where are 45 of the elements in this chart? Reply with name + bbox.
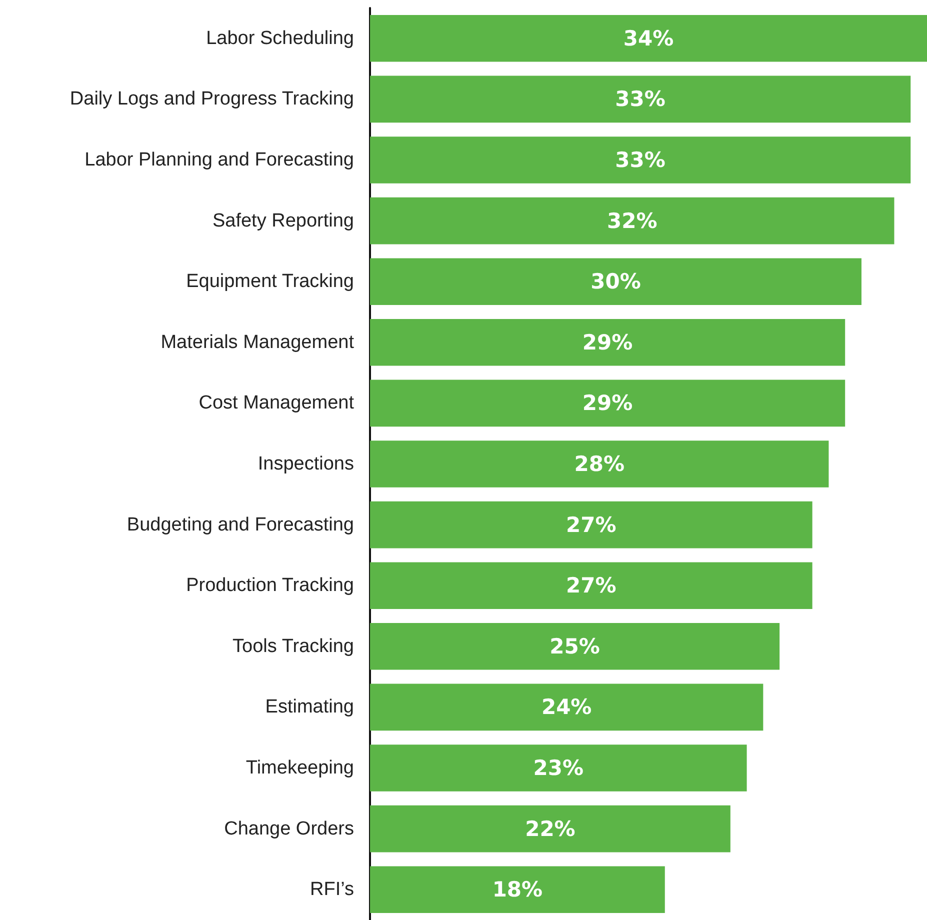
- y-tick-label: Inspections: [258, 454, 354, 474]
- bar: [370, 744, 747, 792]
- data-label: 25%: [550, 634, 600, 658]
- data-label: 24%: [541, 695, 592, 720]
- bar: [370, 318, 846, 366]
- y-tick-label: Production Tracking: [186, 575, 354, 596]
- y-tick-label: Materials Management: [160, 332, 355, 353]
- data-label: 27%: [566, 574, 616, 598]
- y-tick-label: Budgeting and Forecasting: [126, 514, 354, 536]
- bar: [370, 562, 812, 610]
- bar: [370, 440, 829, 488]
- bar: [370, 380, 846, 427]
- data-label: 29%: [582, 391, 633, 416]
- bar: [370, 805, 730, 852]
- bar: [370, 866, 665, 914]
- y-tick-label: Safety Reporting: [212, 210, 354, 232]
- data-label: 32%: [606, 208, 658, 233]
- y-tick-label: Timekeeping: [246, 758, 354, 778]
- data-label: 34%: [623, 26, 674, 50]
- bar: [370, 684, 764, 731]
- data-label: 18%: [492, 878, 543, 902]
- data-label: 33%: [615, 87, 666, 112]
- data-label: 28%: [574, 452, 624, 476]
- bar: [370, 76, 911, 123]
- bar: [370, 197, 894, 244]
- y-tick-label: RFI’s: [310, 879, 354, 900]
- data-label: 30%: [590, 270, 641, 294]
- data-label: 22%: [525, 816, 576, 841]
- y-tick-label: Estimating: [265, 696, 354, 718]
- bar: [370, 258, 862, 306]
- y-tick-label: Daily Logs and Progress Tracking: [70, 88, 354, 110]
- y-tick-label: Cost Management: [198, 392, 355, 414]
- bar: [370, 622, 780, 670]
- y-tick-label: Change Orders: [224, 818, 354, 840]
- y-tick-label: Labor Planning and Forecasting: [84, 150, 354, 170]
- bar: [370, 501, 812, 548]
- y-tick-label: Labor Scheduling: [206, 28, 354, 49]
- bar: [370, 136, 911, 184]
- data-label: 29%: [582, 330, 633, 354]
- data-label: 27%: [566, 512, 616, 537]
- y-tick-label: Equipment Tracking: [186, 271, 354, 292]
- data-label: 33%: [615, 148, 666, 172]
- y-tick-label: Tools Tracking: [232, 636, 354, 657]
- bar: [370, 14, 927, 62]
- data-label: 23%: [533, 756, 584, 780]
